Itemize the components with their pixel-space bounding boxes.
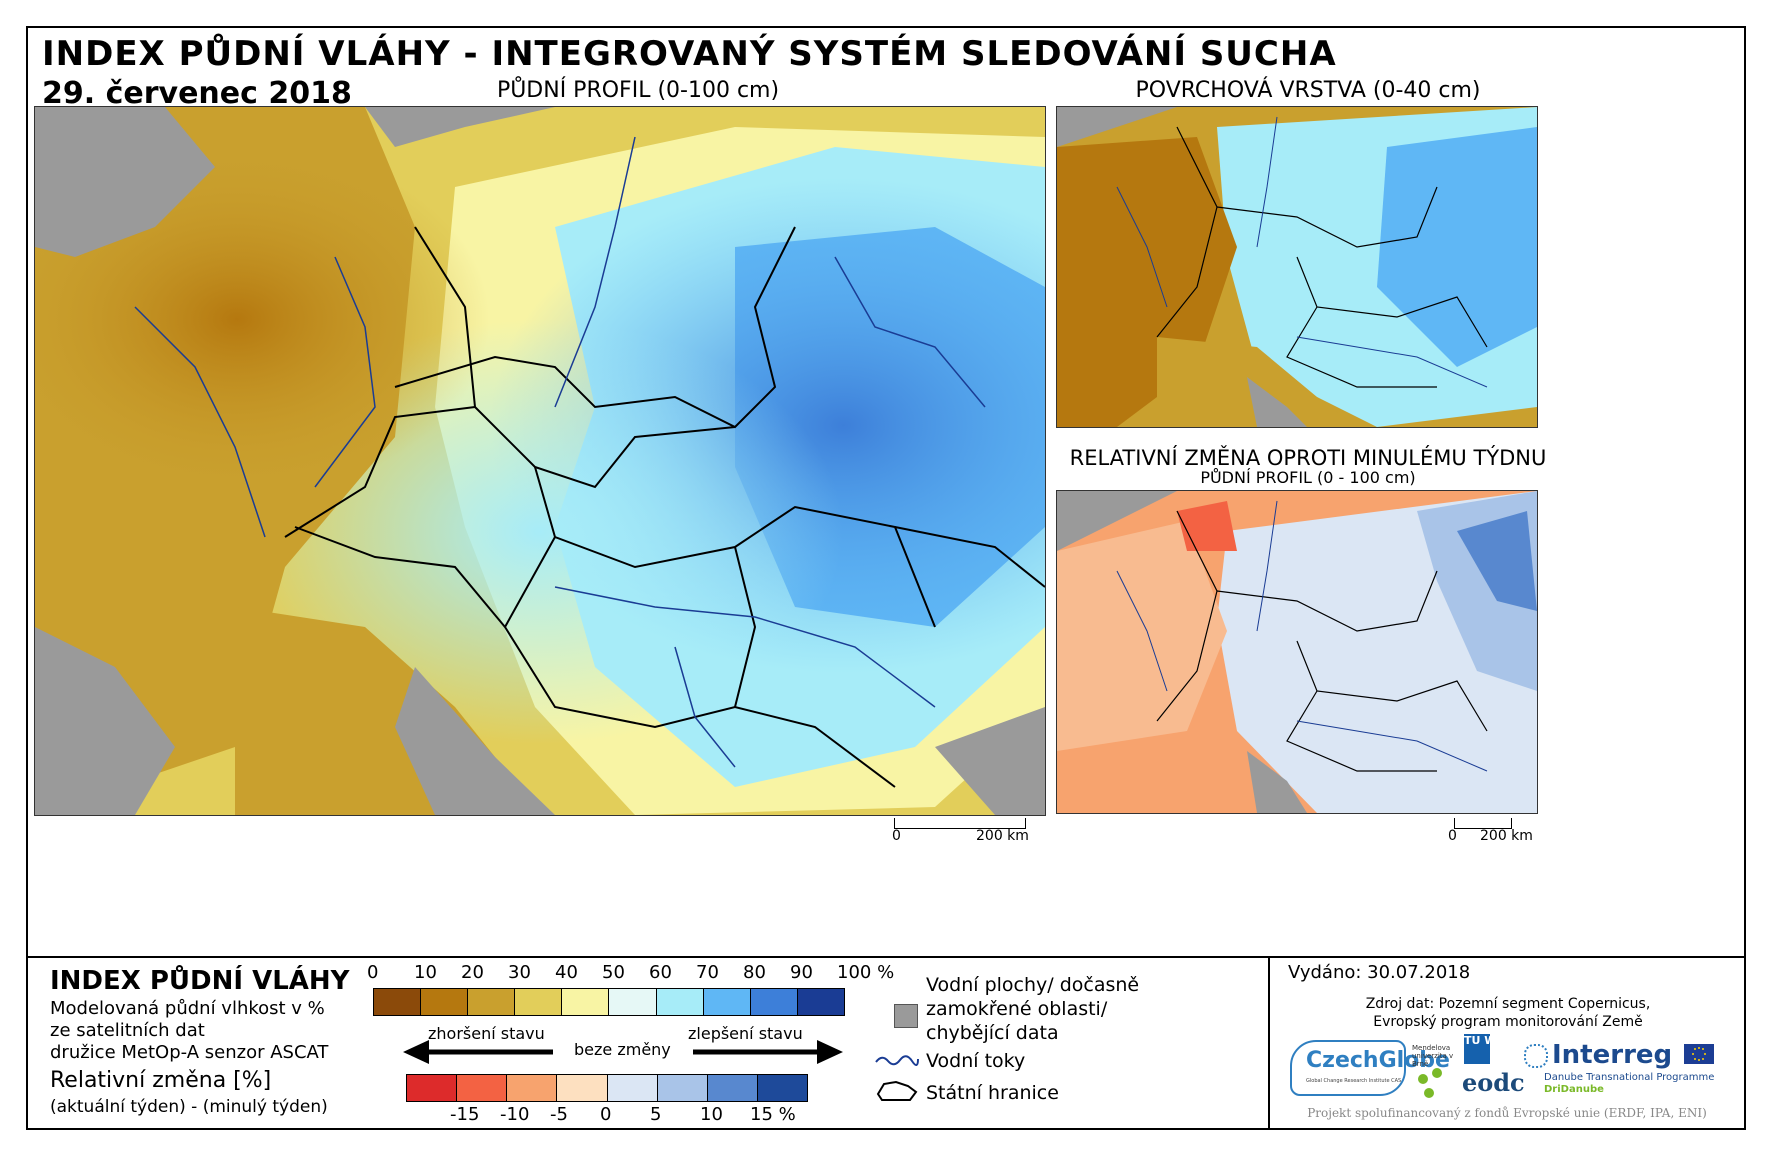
- mendel-logo-text: Mendelova univerzita v Brně: [1412, 1044, 1454, 1068]
- water-bodies-swatch: [894, 1004, 918, 1028]
- border-outline-icon: [874, 1078, 920, 1108]
- index-color-swatch: [656, 989, 704, 1015]
- page-title: INDEX PŮDNÍ VLÁHY - INTEGROVANÝ SYSTÉM S…: [42, 34, 1337, 74]
- change-tick-label: -5: [550, 1104, 568, 1125]
- change-color-bar: [406, 1074, 808, 1102]
- index-color-swatch: [562, 989, 610, 1015]
- data-source-1: Zdroj dat: Pozemní segment Copernicus,: [1365, 996, 1651, 1012]
- surface-layer-map[interactable]: [1056, 106, 1538, 428]
- index-tick-label: 70: [696, 962, 719, 983]
- change-color-swatch: [507, 1075, 558, 1101]
- info-divider: [1268, 956, 1270, 1128]
- borders-label: Státní hranice: [926, 1082, 1059, 1104]
- mendel-logo-dot: [1432, 1068, 1442, 1078]
- data-source-2: Evropský program monitorování Země: [1373, 1014, 1643, 1030]
- main-map-title: PŮDNÍ PROFIL (0-100 cm): [496, 78, 780, 103]
- arrow-no-change-label: beze změny: [574, 1040, 671, 1059]
- surface-map-graphic: [1057, 107, 1537, 427]
- index-color-swatch: [515, 989, 563, 1015]
- index-tick-label: 90: [790, 962, 813, 983]
- right-map-scale-bar: [1454, 818, 1512, 829]
- czechglobe-logo-sub: Global Change Research Institute CAS: [1306, 1078, 1402, 1084]
- change-color-swatch: [457, 1075, 508, 1101]
- main-scale-zero: 0: [892, 828, 901, 844]
- legend-divider: [28, 956, 1744, 958]
- interreg-logo-sub: Danube Transnational Programme: [1544, 1072, 1715, 1083]
- change-map-subtitle: PŮDNÍ PROFIL (0 - 100 cm): [1200, 468, 1416, 487]
- index-tick-label: 20: [461, 962, 484, 983]
- water-bodies-label-1: Vodní plochy/ dočasně: [926, 974, 1140, 996]
- relative-change-heading: Relativní změna [%]: [50, 1068, 272, 1093]
- change-color-swatch: [407, 1075, 458, 1101]
- water-bodies-label-3: chybějící data: [926, 1022, 1059, 1044]
- index-tick-label: 10: [414, 962, 437, 983]
- change-color-swatch: [657, 1075, 708, 1101]
- issue-date: Vydáno: 30.07.2018: [1288, 962, 1471, 983]
- main-map-scale-bar: [894, 818, 1026, 829]
- legend-heading: INDEX PŮDNÍ VLÁHY: [50, 966, 350, 996]
- index-color-swatch: [421, 989, 469, 1015]
- index-color-swatch: [750, 989, 798, 1015]
- legend-line-2: ze satelitních dat: [50, 1020, 205, 1041]
- weekly-change-map[interactable]: [1056, 490, 1538, 814]
- change-tick-label: 10: [700, 1104, 723, 1125]
- change-direction-arrows: [403, 1036, 843, 1066]
- change-tick-label: 15 %: [750, 1104, 796, 1125]
- main-scale-distance: 200 km: [976, 828, 1029, 844]
- index-color-bar: [373, 988, 845, 1016]
- arrow-improving-label: zlepšení stavu: [688, 1024, 803, 1043]
- interreg-logo-sub2: DriDanube: [1544, 1084, 1604, 1095]
- right-scale-distance: 200 km: [1480, 828, 1533, 844]
- change-color-swatch: [557, 1075, 608, 1101]
- change-scale-ticks: -15 -10 -5 0 5 10 15 %: [406, 1104, 836, 1128]
- index-tick-label: 30: [508, 962, 531, 983]
- mendel-logo-dot: [1424, 1088, 1434, 1098]
- index-tick-label: 80: [743, 962, 766, 983]
- arrow-graphic: [403, 1040, 843, 1064]
- index-tick-label: 0: [367, 962, 379, 983]
- interreg-mark-icon: [1524, 1044, 1548, 1068]
- mendel-logo-dot: [1418, 1074, 1428, 1084]
- water-bodies-label-2: zamokřené oblasti/: [926, 998, 1108, 1020]
- map-sheet: INDEX PŮDNÍ VLÁHY - INTEGROVANÝ SYSTÉM S…: [26, 26, 1746, 1130]
- main-soil-moisture-map[interactable]: [34, 106, 1046, 816]
- tu-wien-logo: TU WIEN: [1464, 1034, 1517, 1064]
- index-color-swatch: [797, 989, 844, 1015]
- rivers-label: Vodní toky: [926, 1050, 1026, 1072]
- index-tick-label: 50: [602, 962, 625, 983]
- map-date: 29. červenec 2018: [42, 76, 352, 111]
- surface-map-title: POVRCHOVÁ VRSTVA (0-40 cm): [1135, 78, 1481, 103]
- main-map-graphic: [35, 107, 1045, 815]
- change-color-swatch: [607, 1075, 658, 1101]
- index-color-swatch: [374, 989, 422, 1015]
- arrow-worsening-label: zhoršení stavu: [428, 1024, 545, 1043]
- czechglobe-logo-text: CzechGlobe: [1306, 1048, 1450, 1073]
- change-tick-label: 0: [600, 1104, 612, 1125]
- index-tick-label: 40: [555, 962, 578, 983]
- index-color-swatch: [609, 989, 657, 1015]
- eu-funding-footer: Projekt spolufinancovaný z fondů Evropsk…: [1307, 1106, 1707, 1120]
- index-color-swatch: [703, 989, 751, 1015]
- change-tick-label: 5: [650, 1104, 662, 1125]
- interreg-logo: Interreg: [1552, 1040, 1673, 1070]
- change-map-title: RELATIVNÍ ZMĚNA OPROTI MINULÉMU TÝDNU: [1069, 446, 1547, 470]
- czechglobe-logo: [1290, 1040, 1406, 1096]
- legend-line-1: Modelovaná půdní vlhkost v %: [50, 998, 325, 1019]
- change-tick-label: -15: [450, 1104, 480, 1125]
- change-tick-label: -10: [500, 1104, 530, 1125]
- index-tick-label: 60: [649, 962, 672, 983]
- legend-line-3: družice MetOp-A senzor ASCAT: [50, 1042, 329, 1063]
- change-color-swatch: [757, 1075, 807, 1101]
- index-scale-ticks: 0 10 20 30 40 50 60 70 80 90 100 %: [358, 962, 898, 986]
- index-tick-label: 100 %: [837, 962, 895, 983]
- relative-change-formula: (aktuální týden) - (minulý týden): [50, 1097, 328, 1117]
- change-map-graphic: [1057, 491, 1537, 813]
- index-color-swatch: [468, 989, 516, 1015]
- eu-flag-icon: [1684, 1044, 1714, 1064]
- river-line-icon: [874, 1052, 920, 1072]
- right-scale-zero: 0: [1448, 828, 1457, 844]
- eodc-logo: eodc: [1462, 1068, 1525, 1097]
- change-color-swatch: [707, 1075, 758, 1101]
